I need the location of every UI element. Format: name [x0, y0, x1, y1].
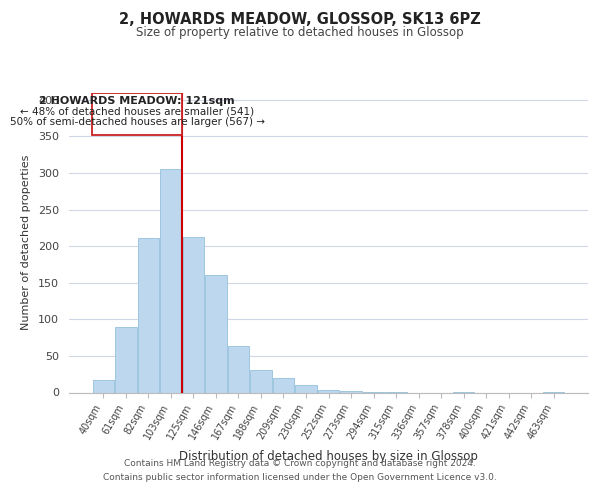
- Bar: [160, 170, 182, 392]
- Bar: [137, 238, 159, 392]
- Bar: [92, 380, 114, 392]
- Bar: [115, 326, 137, 392]
- Bar: [318, 390, 339, 392]
- Y-axis label: Number of detached properties: Number of detached properties: [21, 155, 31, 330]
- Bar: [273, 378, 294, 392]
- Text: 2, HOWARDS MEADOW, GLOSSOP, SK13 6PZ: 2, HOWARDS MEADOW, GLOSSOP, SK13 6PZ: [119, 12, 481, 26]
- FancyBboxPatch shape: [92, 92, 182, 135]
- Text: Contains public sector information licensed under the Open Government Licence v3: Contains public sector information licen…: [103, 473, 497, 482]
- Bar: [295, 385, 317, 392]
- Bar: [250, 370, 272, 392]
- Bar: [340, 391, 362, 392]
- Text: 2 HOWARDS MEADOW: 121sqm: 2 HOWARDS MEADOW: 121sqm: [39, 96, 235, 106]
- Text: Contains HM Land Registry data © Crown copyright and database right 2024.: Contains HM Land Registry data © Crown c…: [124, 460, 476, 468]
- Bar: [228, 346, 249, 393]
- Bar: [182, 236, 204, 392]
- Text: Size of property relative to detached houses in Glossop: Size of property relative to detached ho…: [136, 26, 464, 39]
- X-axis label: Distribution of detached houses by size in Glossop: Distribution of detached houses by size …: [179, 450, 478, 463]
- Text: 50% of semi-detached houses are larger (567) →: 50% of semi-detached houses are larger (…: [10, 116, 265, 126]
- Bar: [205, 274, 227, 392]
- Text: ← 48% of detached houses are smaller (541): ← 48% of detached houses are smaller (54…: [20, 106, 254, 117]
